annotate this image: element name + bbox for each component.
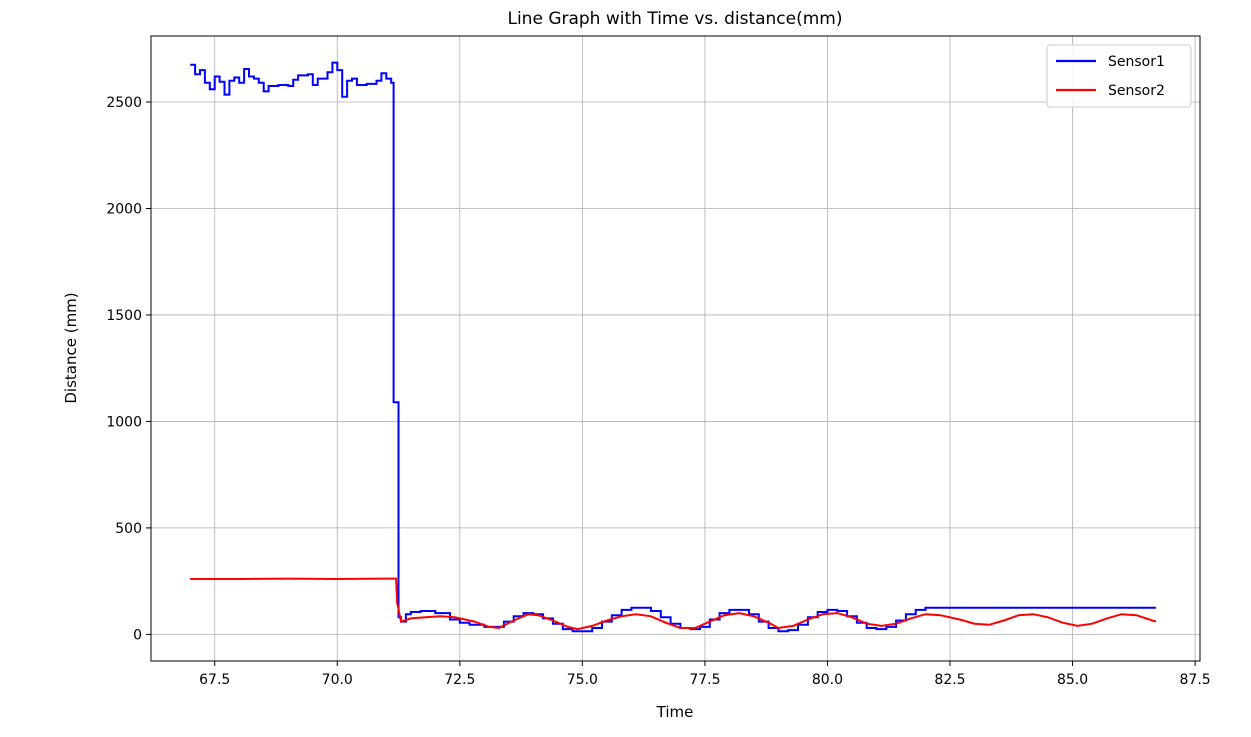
x-axis: 67.5 70.0 72.5 75.0 77.5 80.0 82.5 85.0 87.5: [199, 661, 1211, 688]
legend-label-sensor1: Sensor1: [1108, 54, 1165, 70]
x-tick-label: 80.0: [812, 672, 843, 688]
x-tick-label: 67.5: [199, 672, 230, 688]
x-tick-label: 82.5: [934, 672, 965, 688]
series-line-sensor1: [190, 61, 1156, 633]
grid-lines: [151, 36, 1200, 661]
x-tick-label: 87.5: [1180, 672, 1211, 688]
y-tick-label: 2000: [106, 201, 142, 217]
x-tick-label: 77.5: [689, 672, 720, 688]
x-tick-label: 72.5: [444, 672, 475, 688]
legend: Sensor1 Sensor2: [1046, 44, 1192, 108]
y-axis-label: Distance (mm): [62, 292, 80, 403]
series-layer: [190, 61, 1157, 633]
y-tick-label: 0: [133, 627, 142, 643]
y-tick-label: 2500: [106, 95, 142, 111]
plot-area-frame: [150, 35, 1201, 662]
y-tick-label: 1000: [106, 414, 142, 430]
x-tick-label: 75.0: [567, 672, 598, 688]
chart-title: Line Graph with Time vs. distance(mm): [507, 9, 842, 29]
y-tick-label: 500: [115, 521, 142, 537]
series-line-sensor2: [190, 577, 1157, 631]
x-tick-label: 85.0: [1057, 672, 1088, 688]
x-axis-label: Time: [656, 703, 694, 721]
y-tick-label: 1500: [106, 308, 142, 324]
y-axis: 0 500 1000 1500 2000 2500: [106, 95, 151, 643]
x-tick-label: 70.0: [322, 672, 353, 688]
legend-label-sensor2: Sensor2: [1108, 83, 1165, 99]
